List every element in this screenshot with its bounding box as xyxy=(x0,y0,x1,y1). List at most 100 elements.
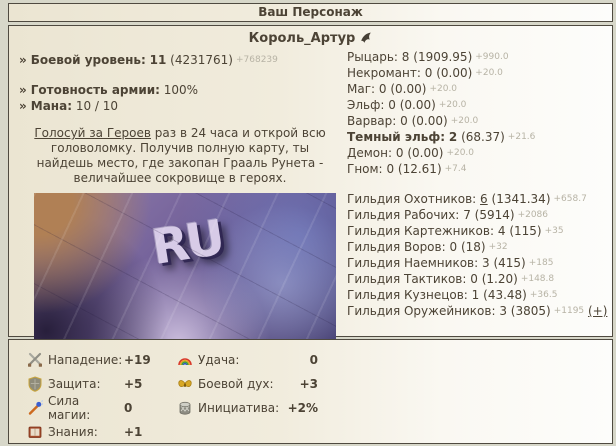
vote-promo-rest: раз в 24 часа и открой всю головоломку. … xyxy=(36,126,326,185)
attribute-row-magic-power: Сила магии: 0 xyxy=(27,394,177,422)
class-points: (12.61) xyxy=(397,162,442,176)
class-row: Демон: 0 (0.00) +20.0 xyxy=(347,146,612,162)
class-name: Маг: xyxy=(347,82,376,96)
guild-row: Гильдия Наемников: 3 (415) +185 xyxy=(347,256,612,272)
class-row: Гном: 0 (12.61) +7.4 xyxy=(347,162,612,178)
class-points: (0.00) xyxy=(407,146,444,160)
attributes-right-column: Удача: 0 Боевой дух: +3 Инициатива: +2% xyxy=(177,348,318,444)
guild-level: 3 xyxy=(481,256,490,270)
attribute-label: Знания: xyxy=(48,425,98,439)
map-ru-text: RU xyxy=(148,209,226,277)
guild-level-link[interactable]: 6 xyxy=(480,192,488,206)
guild-level: 1 xyxy=(471,288,480,302)
mana-value: 10 / 10 xyxy=(75,99,119,113)
attribute-row-initiative: Инициатива: +2% xyxy=(177,396,318,420)
attribute-row-morale: Боевой дух: +3 xyxy=(177,372,318,396)
character-name: Король_Артур xyxy=(248,31,356,46)
guild-points: (415) xyxy=(493,256,526,270)
guild-level: 0 xyxy=(449,240,458,254)
attribute-value: 0 xyxy=(309,353,318,367)
class-row: Рыцарь: 8 (1909.95) +990.0 xyxy=(347,50,612,66)
guild-name: Гильдия Рабочих: xyxy=(347,208,460,222)
guild-add-link[interactable]: (+) xyxy=(587,304,608,318)
class-points: (0.00) xyxy=(399,98,436,112)
guild-name: Гильдия Охотников: xyxy=(347,192,477,206)
combat-level-gain: +768239 xyxy=(235,55,278,65)
guild-gain: +2086 xyxy=(517,210,549,220)
class-level: 0 xyxy=(386,162,395,176)
attributes-panel: Нападение: +19 Защита: +5 Сила магии: 0 … xyxy=(8,339,613,444)
attribute-label: Нападение: xyxy=(48,353,123,367)
guild-points: (5914) xyxy=(474,208,515,222)
attribute-value: +1 xyxy=(124,425,143,439)
guild-gain: +36.5 xyxy=(529,290,558,300)
class-name: Некромант: xyxy=(347,66,421,80)
guild-levels-block: Гильдия Охотников: 6 (1341.34) +658.7 Гил… xyxy=(347,192,612,320)
guild-row: Гильдия Тактиков: 0 (1.20) +148.8 xyxy=(347,272,612,288)
guild-name: Гильдия Картежников: xyxy=(347,224,495,238)
class-points: (1909.95) xyxy=(413,50,473,64)
army-readiness-label: Готовность армии: xyxy=(30,83,160,97)
puzzle-map-image[interactable]: RU xyxy=(34,193,336,343)
class-level: 0 xyxy=(400,114,408,128)
attributes-grid: Нападение: +19 Защита: +5 Сила магии: 0 … xyxy=(9,340,612,444)
class-level: 0 xyxy=(424,66,433,80)
attribute-row-defense: Защита: +5 xyxy=(27,372,177,396)
vote-link[interactable]: Голосуй за Героев xyxy=(34,126,151,140)
attribute-row-knowledge: Знания: +1 xyxy=(27,420,177,444)
class-gain: +21.6 xyxy=(507,132,536,142)
bullet: » xyxy=(19,53,27,67)
combat-level-label: Боевой уровень: xyxy=(30,53,146,67)
attribute-label: Удача: xyxy=(198,353,240,367)
army-readiness-value: 100% xyxy=(163,83,199,97)
class-name: Эльф: xyxy=(347,98,385,112)
guild-row: Гильдия Кузнецов: 1 (43.48) +36.5 xyxy=(347,288,612,304)
attribute-label: Инициатива: xyxy=(198,401,280,415)
guild-level: 3 xyxy=(499,304,507,318)
class-gain: +20.0 xyxy=(438,100,467,110)
guild-points: (43.48) xyxy=(483,288,527,302)
guild-points: (18) xyxy=(460,240,486,254)
class-level: 0 xyxy=(388,98,396,112)
attribute-row-luck: Удача: 0 xyxy=(177,348,318,372)
guild-gain: +32 xyxy=(488,242,508,252)
character-badge-icon[interactable] xyxy=(359,31,372,48)
mana-line: » Мана: 10 / 10 xyxy=(19,99,347,113)
main-columns: » Боевой уровень: 11 (4231761) +768239 » Го… xyxy=(9,47,612,343)
bullet: » xyxy=(19,99,27,113)
class-name: Варвар: xyxy=(347,114,397,128)
class-points: (0.00) xyxy=(436,66,473,80)
class-name: Гном: xyxy=(347,162,383,176)
guild-row: Гильдия Оружейников: 3 (3805) +1195 (+) xyxy=(347,304,612,320)
defense-icon xyxy=(27,376,43,392)
class-name: Темный эльф: xyxy=(347,130,446,144)
class-row: Варвар: 0 (0.00) +20.0 xyxy=(347,114,612,130)
class-gain: +20.0 xyxy=(429,84,458,94)
attribute-value: +5 xyxy=(124,377,143,391)
attribute-value: 0 xyxy=(124,401,133,415)
guild-gain: +148.8 xyxy=(520,274,555,284)
guild-level: 0 xyxy=(470,272,478,286)
class-row: Маг: 0 (0.00) +20.0 xyxy=(347,82,612,98)
morale-icon xyxy=(177,376,193,392)
luck-icon xyxy=(177,352,193,368)
guild-level: 4 xyxy=(497,224,506,238)
class-level: 8 xyxy=(401,50,410,64)
guild-gain: +658.7 xyxy=(553,194,587,204)
attributes-left-column: Нападение: +19 Защита: +5 Сила магии: 0 … xyxy=(27,348,177,444)
guild-level: 7 xyxy=(463,208,471,222)
mana-label: Мана: xyxy=(30,99,72,113)
guild-gain: +35 xyxy=(544,226,564,236)
right-column: Рыцарь: 8 (1909.95) +990.0 Некромант: 0 (… xyxy=(347,47,612,343)
bullet: » xyxy=(19,83,27,97)
character-panel: Король_Артур » Боевой уровень: 11 (423176… xyxy=(8,25,613,343)
guild-points: (1.20) xyxy=(481,272,518,286)
guild-name: Гильдия Оружейников: xyxy=(347,304,496,318)
attack-icon xyxy=(27,352,43,368)
attribute-label: Сила магии: xyxy=(48,394,91,422)
class-gain: +990.0 xyxy=(475,52,509,62)
left-column: » Боевой уровень: 11 (4231761) +768239 » Го… xyxy=(9,47,347,343)
guild-points: (1341.34) xyxy=(491,192,551,206)
guild-name: Гильдия Наемников: xyxy=(347,256,479,270)
